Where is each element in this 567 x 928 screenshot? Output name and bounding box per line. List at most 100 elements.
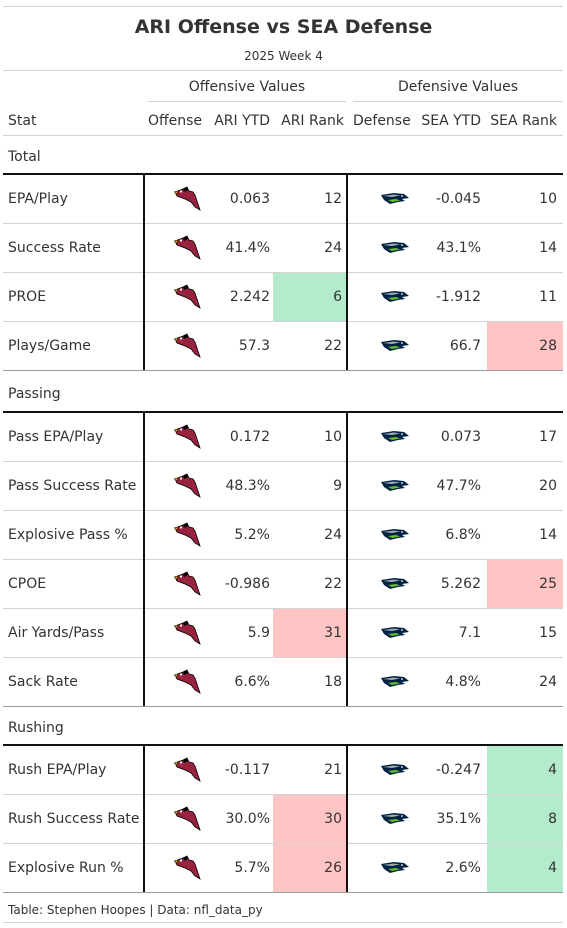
sea-rank-value: 15 (539, 625, 557, 641)
cardinals-logo-icon (173, 855, 201, 880)
seahawks-logo-icon (381, 862, 409, 873)
seahawks-logo-icon (381, 480, 409, 491)
stat-label: CPOE (8, 576, 47, 592)
bottom-rule (3, 922, 563, 923)
row-rule (3, 223, 563, 224)
sea-ytd-value: 2.6% (445, 860, 481, 876)
column-divider (143, 175, 145, 370)
ari-ytd-value: 6.6% (234, 674, 270, 690)
ari-rank-value: 18 (324, 674, 342, 690)
group-end-rule (3, 706, 563, 707)
sea-ytd-value: 4.8% (445, 674, 481, 690)
column-divider (143, 413, 145, 706)
stat-label: PROE (8, 289, 47, 305)
seahawks-logo-icon (381, 291, 409, 302)
group-end-rule (3, 370, 563, 371)
sea-ytd-value: 6.8% (445, 527, 481, 543)
cardinals-logo-icon (173, 473, 201, 498)
cardinals-logo-icon (173, 522, 201, 547)
ari-ytd-value: 2.242 (229, 289, 270, 305)
sea-rank-value: 20 (539, 478, 557, 494)
group-rule (3, 411, 563, 413)
ari-ytd-value: 5.2% (234, 527, 270, 543)
cardinals-logo-icon (173, 235, 201, 260)
ari-ytd-value: -0.117 (224, 762, 270, 778)
sea-ytd-value: 47.7% (436, 478, 481, 494)
ari-rank-value: 21 (324, 762, 342, 778)
cardinals-logo-icon (173, 571, 201, 596)
stat-label: Sack Rate (8, 674, 78, 690)
stat-label: Pass Success Rate (8, 478, 137, 494)
stat-label: EPA/Play (8, 191, 68, 207)
ari-rank-highlight (273, 273, 346, 321)
seahawks-logo-icon (381, 627, 409, 638)
sea-ytd-value: 66.7 (449, 338, 481, 354)
stat-label: Success Rate (8, 240, 101, 256)
ari-ytd-value: 48.3% (225, 478, 270, 494)
row-rule (3, 461, 563, 462)
ari-ytd-value: -0.986 (224, 576, 270, 592)
sea-rank-highlight (487, 746, 563, 794)
ari-rank-highlight (273, 844, 346, 892)
ari-rank-value: 22 (324, 576, 342, 592)
group-end-rule (3, 892, 563, 893)
row-rule (3, 510, 563, 511)
cardinals-logo-icon (173, 806, 201, 831)
sea-ytd-value: -0.247 (435, 762, 481, 778)
column-header: Stat (8, 113, 37, 129)
stat-label: Air Yards/Pass (8, 625, 105, 641)
sea-rank-highlight (487, 795, 563, 843)
row-rule (3, 794, 563, 795)
cardinals-logo-icon (173, 757, 201, 782)
stat-label: Explosive Run % (8, 860, 124, 876)
column-divider (143, 746, 145, 892)
table-title: ARI Offense vs SEA Defense (134, 16, 433, 38)
sea-rank-value: 8 (548, 811, 557, 827)
sea-rank-value: 11 (539, 289, 557, 305)
ari-rank-value: 24 (324, 527, 342, 543)
row-rule (3, 272, 563, 273)
column-header: Offense (148, 113, 203, 129)
ari-rank-value: 10 (324, 429, 342, 445)
group-rule (3, 173, 563, 175)
ari-ytd-value: 57.3 (238, 338, 270, 354)
ari-rank-value: 9 (333, 478, 342, 494)
cardinals-logo-icon (173, 333, 201, 358)
column-header: ARI Rank (281, 113, 344, 129)
sea-rank-value: 4 (548, 860, 557, 876)
ari-ytd-value: 5.9 (247, 625, 270, 641)
cardinals-logo-icon (173, 620, 201, 645)
sea-rank-value: 25 (539, 576, 557, 592)
ari-ytd-value: 0.063 (229, 191, 270, 207)
row-rule (3, 559, 563, 560)
sea-ytd-value: -0.045 (435, 191, 481, 207)
sea-ytd-value: 35.1% (436, 811, 481, 827)
column-divider (346, 175, 348, 370)
sea-rank-value: 28 (539, 338, 557, 354)
seahawks-logo-icon (381, 242, 409, 253)
seahawks-logo-icon (381, 578, 409, 589)
sea-rank-highlight (487, 322, 563, 370)
ari-ytd-value: 30.0% (225, 811, 270, 827)
sea-ytd-value: 43.1% (436, 240, 481, 256)
seahawks-logo-icon (381, 764, 409, 775)
defense-spanner-line (353, 101, 563, 102)
sea-rank-value: 24 (539, 674, 557, 690)
group-label: Rushing (8, 720, 64, 736)
row-rule (3, 608, 563, 609)
seahawks-logo-icon (381, 529, 409, 540)
offense-spanner-line (148, 101, 346, 102)
cardinals-logo-icon (173, 424, 201, 449)
sea-ytd-value: 0.073 (440, 429, 481, 445)
sea-ytd-value: 7.1 (458, 625, 481, 641)
ari-rank-highlight (273, 609, 346, 657)
group-label: Total (8, 149, 41, 165)
sea-rank-highlight (487, 560, 563, 608)
sea-rank-value: 14 (539, 240, 557, 256)
ari-rank-value: 30 (324, 811, 342, 827)
top-rule (3, 6, 563, 7)
ari-rank-highlight (273, 795, 346, 843)
ari-rank-value: 26 (324, 860, 342, 876)
group-label: Passing (8, 386, 61, 402)
stat-label: Rush Success Rate (8, 811, 140, 827)
